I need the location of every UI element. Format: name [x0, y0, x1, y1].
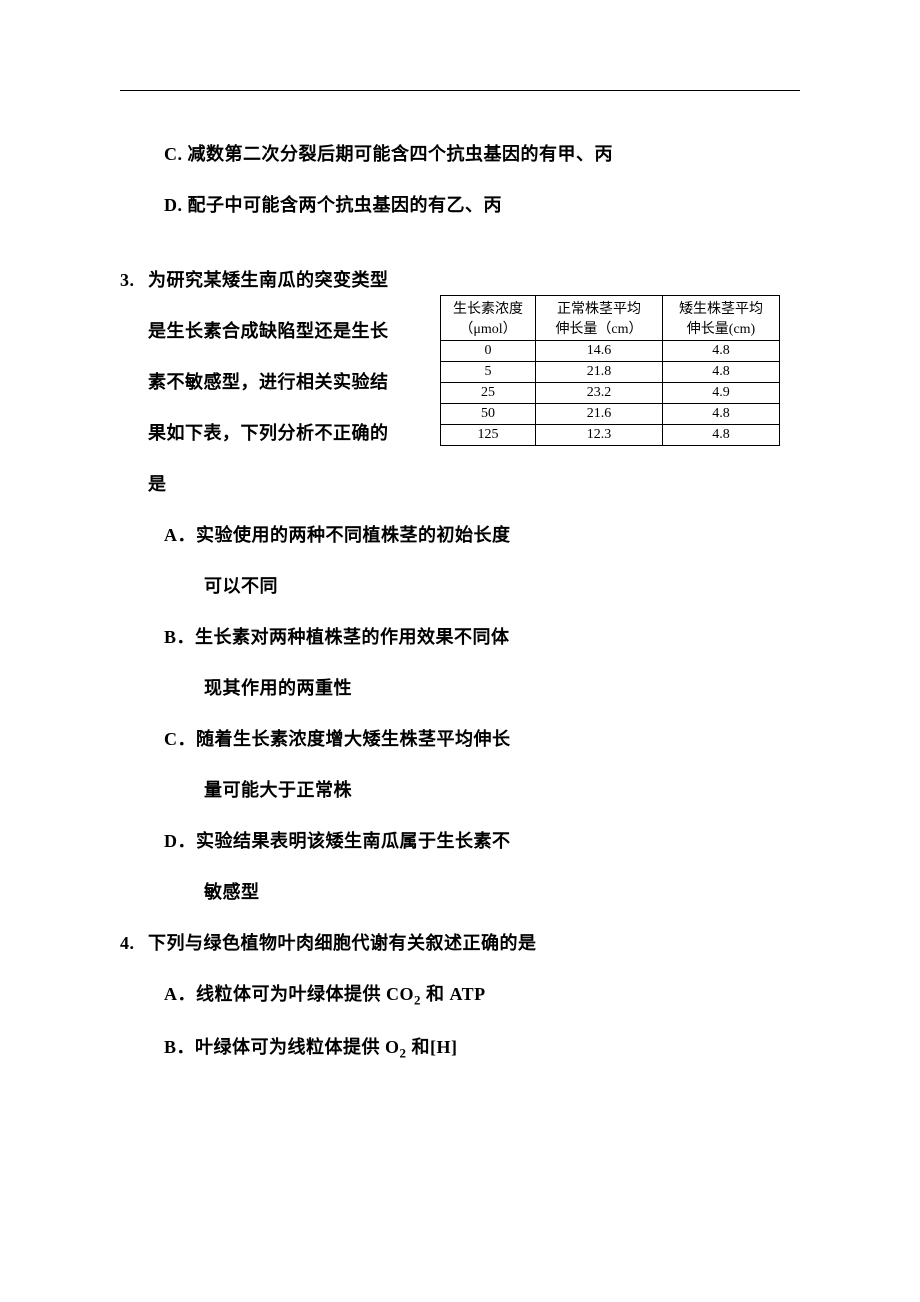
page: C. 减数第二次分裂后期可能含四个抗虫基因的有甲、丙 D. 配子中可能含两个抗虫… — [0, 0, 920, 1302]
q4-number: 4. — [120, 930, 148, 957]
q3-option-a-l1: A．实验使用的两种不同植株茎的初始长度 — [120, 522, 800, 549]
q3-stem-line5: 是 — [120, 471, 420, 498]
table-cell: 25 — [441, 383, 536, 404]
q3-stem-line1: 3.为研究某矮生南瓜的突变类型 — [120, 267, 420, 294]
q3-option-b-l2: 现其作用的两重性 — [120, 675, 800, 702]
q3-stem-line3: 素不敏感型，进行相关实验结 — [120, 369, 420, 396]
q4-optB-pre: B．叶绿体可为线粒体提供 O — [164, 1037, 400, 1057]
q4-optA-pre: A．线粒体可为叶绿体提供 CO — [164, 984, 414, 1004]
table-cell: 4.8 — [663, 425, 780, 446]
q3-option-b-l1: B．生长素对两种植株茎的作用效果不同体 — [120, 624, 800, 651]
table-cell: 23.2 — [536, 383, 663, 404]
table-cell: 12.3 — [536, 425, 663, 446]
table-cell: 14.6 — [536, 341, 663, 362]
q3-table-wrap: 生长素浓度 （μmol） 正常株茎平均 伸长量（cm） 矮生株茎平均 伸长量(c… — [420, 267, 800, 446]
q3-stem: 3.为研究某矮生南瓜的突变类型 是生长素合成缺陷型还是生长 素不敏感型，进行相关… — [120, 267, 420, 522]
q3-stem-line4: 果如下表，下列分析不正确的 — [120, 420, 420, 447]
q3-option-d-l2: 敏感型 — [120, 879, 800, 906]
q4-optB-sub: 2 — [400, 1046, 407, 1061]
q3-stem-text1: 为研究某矮生南瓜的突变类型 — [148, 270, 389, 290]
hdr-c2b: 伸长量(cm) — [687, 322, 755, 337]
q4-optA-sub: 2 — [414, 993, 421, 1008]
hdr-c2a: 矮生株茎平均 — [679, 302, 763, 317]
table-cell: 125 — [441, 425, 536, 446]
hdr-c0a: 生长素浓度 — [453, 302, 523, 317]
q4-optB-post: 和[H] — [407, 1037, 458, 1057]
table-cell: 4.8 — [663, 404, 780, 425]
q4-option-b: B．叶绿体可为线粒体提供 O2 和[H] — [120, 1034, 800, 1063]
q3-number: 3. — [120, 267, 148, 294]
q2-option-c: C. 减数第二次分裂后期可能含四个抗虫基因的有甲、丙 — [120, 141, 800, 168]
q2-option-d: D. 配子中可能含两个抗虫基因的有乙、丙 — [120, 192, 800, 219]
q4-stem-text: 下列与绿色植物叶肉细胞代谢有关叙述正确的是 — [148, 933, 537, 953]
table-cell: 21.6 — [536, 404, 663, 425]
hdr-c1a: 正常株茎平均 — [557, 302, 641, 317]
hdr-c0b: （μmol） — [459, 322, 516, 337]
table-header-cell: 正常株茎平均 伸长量（cm） — [536, 296, 663, 341]
table-row: 5 21.8 4.8 — [441, 362, 780, 383]
table-row: 50 21.6 4.8 — [441, 404, 780, 425]
table-cell: 0 — [441, 341, 536, 362]
q3-option-a-l2: 可以不同 — [120, 573, 800, 600]
table-cell: 50 — [441, 404, 536, 425]
question-4: 4.下列与绿色植物叶肉细胞代谢有关叙述正确的是 A．线粒体可为叶绿体提供 CO2… — [120, 930, 800, 1063]
table-header-cell: 生长素浓度 （μmol） — [441, 296, 536, 341]
hdr-c1b: 伸长量（cm） — [555, 322, 642, 337]
q4-stem: 4.下列与绿色植物叶肉细胞代谢有关叙述正确的是 — [120, 930, 800, 957]
table-cell: 4.8 — [663, 362, 780, 383]
q3-option-c-l2: 量可能大于正常株 — [120, 777, 800, 804]
q3-data-table: 生长素浓度 （μmol） 正常株茎平均 伸长量（cm） 矮生株茎平均 伸长量(c… — [440, 295, 780, 446]
table-row: 125 12.3 4.8 — [441, 425, 780, 446]
table-row: 25 23.2 4.9 — [441, 383, 780, 404]
q3-stem-and-table: 3.为研究某矮生南瓜的突变类型 是生长素合成缺陷型还是生长 素不敏感型，进行相关… — [120, 267, 800, 522]
table-cell: 4.8 — [663, 341, 780, 362]
table-cell: 5 — [441, 362, 536, 383]
table-row: 0 14.6 4.8 — [441, 341, 780, 362]
table-cell: 4.9 — [663, 383, 780, 404]
q4-option-a: A．线粒体可为叶绿体提供 CO2 和 ATP — [120, 981, 800, 1010]
q4-optA-post: 和 ATP — [421, 984, 486, 1004]
q3-stem-line2: 是生长素合成缺陷型还是生长 — [120, 318, 420, 345]
q3-option-d-l1: D．实验结果表明该矮生南瓜属于生长素不 — [120, 828, 800, 855]
table-cell: 21.8 — [536, 362, 663, 383]
table-header-row: 生长素浓度 （μmol） 正常株茎平均 伸长量（cm） 矮生株茎平均 伸长量(c… — [441, 296, 780, 341]
question-3: 3.为研究某矮生南瓜的突变类型 是生长素合成缺陷型还是生长 素不敏感型，进行相关… — [120, 267, 800, 906]
q3-option-c-l1: C．随着生长素浓度增大矮生株茎平均伸长 — [120, 726, 800, 753]
top-rule — [120, 90, 800, 91]
table-header-cell: 矮生株茎平均 伸长量(cm) — [663, 296, 780, 341]
